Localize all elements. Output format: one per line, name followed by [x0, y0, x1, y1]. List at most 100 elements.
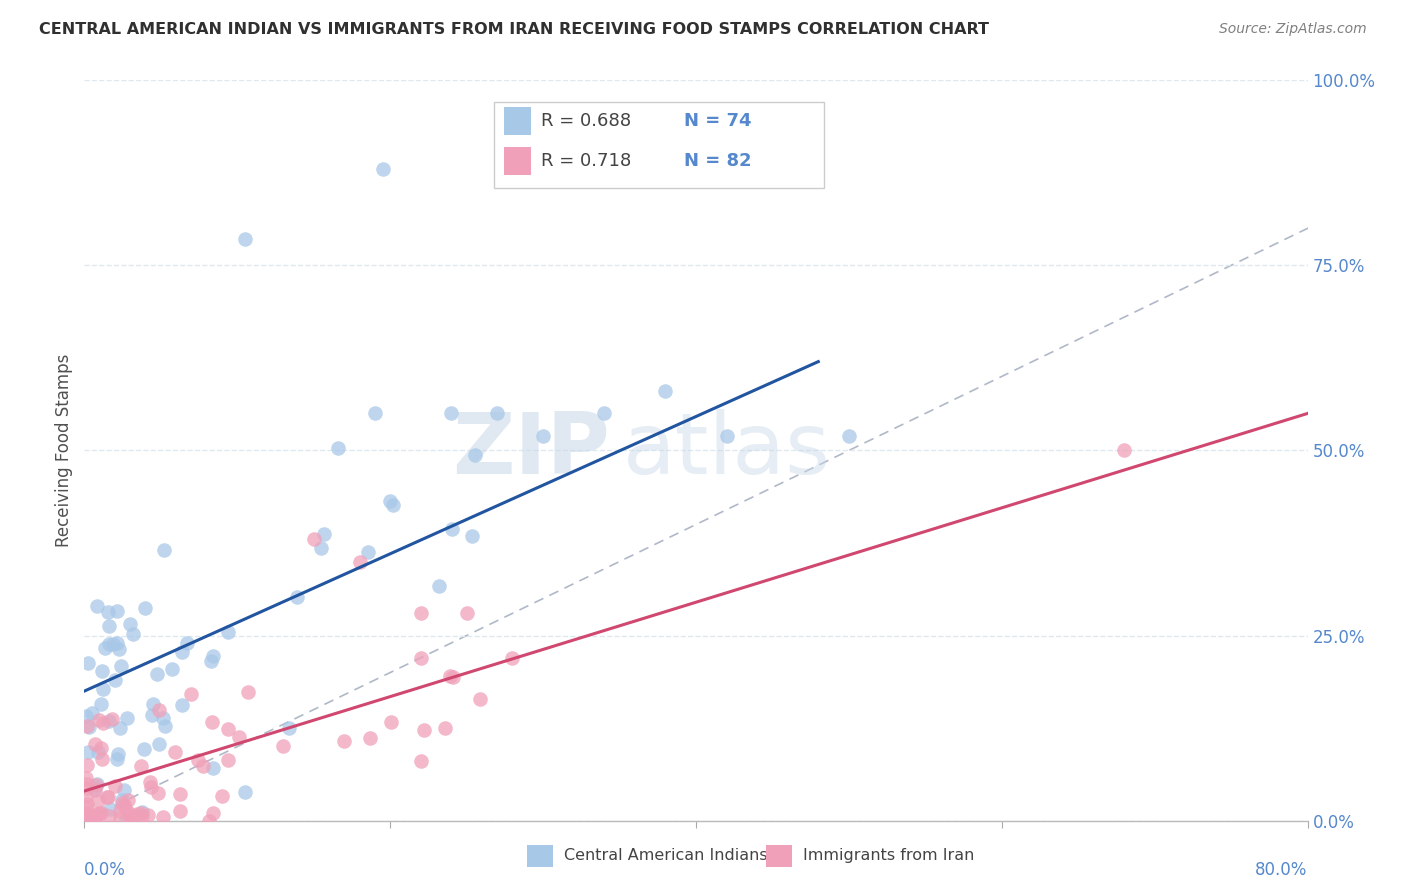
Point	[86, 807, 108, 822]
FancyBboxPatch shape	[503, 107, 531, 135]
Point	[110, 811, 132, 825]
Point	[838, 428, 860, 442]
Point	[110, 722, 132, 736]
Point	[114, 814, 136, 828]
Point	[456, 607, 478, 621]
Point	[125, 807, 148, 822]
Point	[311, 541, 333, 556]
Point	[364, 407, 387, 421]
Point	[271, 739, 294, 754]
Point	[90, 741, 112, 756]
Point	[593, 407, 616, 421]
Point	[80, 706, 103, 720]
Point	[409, 754, 432, 768]
Point	[409, 607, 432, 621]
Point	[228, 731, 250, 745]
Point	[217, 625, 239, 640]
Point	[131, 759, 153, 773]
Point	[121, 811, 143, 825]
Point	[107, 747, 129, 761]
Point	[132, 741, 155, 756]
Point	[93, 640, 115, 655]
Point	[142, 698, 165, 712]
Point	[145, 667, 167, 681]
Point	[169, 787, 191, 801]
Point	[111, 796, 134, 810]
Y-axis label: Receiving Food Stamps: Receiving Food Stamps	[55, 354, 73, 547]
Point	[97, 790, 120, 805]
Point	[97, 637, 120, 651]
Point	[75, 708, 97, 723]
Point	[76, 758, 98, 772]
Point	[314, 527, 336, 541]
Point	[413, 723, 436, 737]
Point	[531, 428, 554, 442]
Point	[326, 441, 349, 455]
Point	[98, 714, 121, 728]
Point	[83, 737, 105, 751]
Text: R = 0.688: R = 0.688	[541, 112, 631, 129]
Point	[148, 703, 170, 717]
Point	[152, 542, 174, 557]
Point	[114, 801, 136, 815]
Point	[129, 805, 152, 820]
Point	[76, 719, 98, 733]
Text: CENTRAL AMERICAN INDIAN VS IMMIGRANTS FROM IRAN RECEIVING FOOD STAMPS CORRELATIO: CENTRAL AMERICAN INDIAN VS IMMIGRANTS FR…	[39, 22, 990, 37]
Point	[460, 529, 482, 543]
FancyBboxPatch shape	[503, 146, 531, 175]
Point	[152, 809, 174, 823]
Point	[654, 384, 676, 399]
Point	[486, 407, 509, 421]
Point	[716, 428, 738, 442]
Text: 80.0%: 80.0%	[1256, 862, 1308, 880]
Point	[302, 533, 325, 547]
Point	[91, 715, 114, 730]
Point	[197, 814, 219, 828]
Text: Immigrants from Iran: Immigrants from Iran	[803, 848, 974, 863]
Point	[91, 681, 114, 696]
Point	[333, 734, 356, 748]
Point	[75, 789, 97, 803]
Point	[104, 779, 127, 793]
Point	[170, 698, 193, 712]
Text: 0.0%: 0.0%	[84, 862, 127, 880]
Point	[91, 752, 114, 766]
Text: Source: ZipAtlas.com: Source: ZipAtlas.com	[1219, 22, 1367, 37]
Point	[75, 780, 97, 795]
Point	[233, 232, 256, 246]
Point	[98, 802, 121, 816]
Point	[187, 753, 209, 767]
Point	[502, 650, 524, 665]
Point	[434, 721, 457, 735]
Point	[87, 805, 110, 820]
Point	[90, 664, 112, 678]
Point	[277, 722, 299, 736]
Point	[84, 778, 107, 792]
Point	[441, 670, 464, 684]
Point	[148, 737, 170, 751]
Point	[141, 708, 163, 723]
Point	[139, 780, 162, 794]
Point	[75, 800, 97, 814]
Point	[104, 673, 127, 687]
Text: ZIP: ZIP	[453, 409, 610, 492]
Point	[89, 713, 111, 727]
FancyBboxPatch shape	[494, 103, 824, 187]
Point	[201, 714, 224, 729]
Point	[440, 522, 463, 536]
Point	[84, 812, 107, 826]
Point	[77, 656, 100, 670]
Point	[440, 407, 463, 421]
Point	[382, 498, 405, 512]
Point	[118, 616, 141, 631]
Point	[176, 636, 198, 650]
Point	[359, 731, 381, 746]
Point	[160, 662, 183, 676]
Point	[76, 777, 98, 791]
Point	[464, 448, 486, 462]
Text: N = 82: N = 82	[683, 152, 751, 169]
Point	[134, 601, 156, 615]
Point	[112, 798, 135, 813]
Point	[76, 797, 98, 811]
Point	[117, 793, 139, 807]
